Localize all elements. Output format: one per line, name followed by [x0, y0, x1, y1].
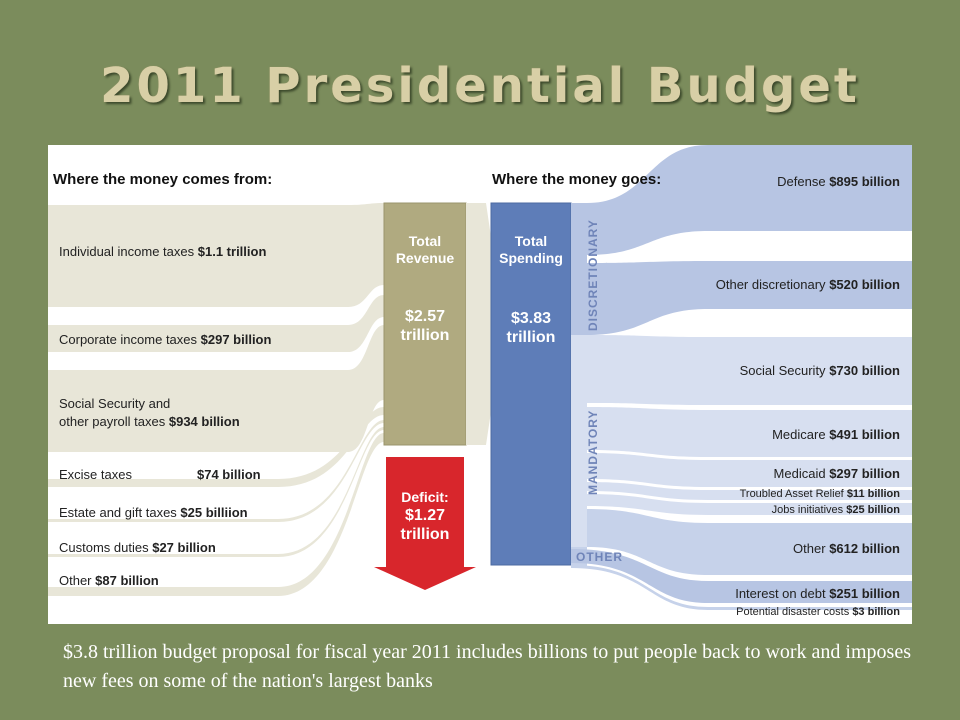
slide-title: 2011 Presidential Budget: [100, 58, 860, 114]
flow-disaster: [571, 565, 912, 610]
total-spending-label: Total Spending: [499, 233, 563, 266]
source-customs: Customs duties $27 billion: [59, 540, 216, 555]
use-medicare: Medicare $491 billion: [772, 427, 900, 442]
flow-tarp: [587, 482, 912, 500]
total-revenue-label: Total Revenue: [395, 233, 455, 266]
flow-social-security: [587, 335, 912, 405]
flow-other-spending: [587, 509, 912, 575]
flow-other-discretionary: [587, 261, 912, 335]
deficit-value: $1.27 trillion: [400, 507, 450, 543]
discretionary-band: [571, 203, 587, 335]
total-revenue-box: [383, 202, 467, 446]
use-disaster: Potential disaster costs $3 billion: [736, 606, 900, 618]
deficit-label: Deficit:: [401, 489, 449, 505]
use-defense: Defense $895 billion: [777, 174, 900, 189]
source-individual-income: Individual income taxes $1.1 trillion: [59, 244, 267, 259]
flow-interest: [571, 549, 912, 603]
group-other: OTHER: [576, 550, 623, 564]
flow-jobs: [587, 494, 912, 515]
flow-individual-income: [48, 203, 384, 307]
group-mandatory: MANDATORY: [586, 409, 600, 495]
group-discretionary: DISCRETIONARY: [586, 219, 600, 331]
use-interest: Interest on debt $251 billion: [735, 586, 900, 601]
total-revenue-value: $2.57 trillion: [400, 308, 450, 344]
source-other: Other $87 billion: [59, 573, 159, 588]
flow-defense: [587, 145, 912, 255]
flow-diagram: [48, 145, 912, 610]
flow-medicaid: [587, 453, 912, 487]
source-estate: Estate and gift taxes $25 billiion: [59, 505, 248, 520]
total-spending-box: [490, 202, 572, 566]
flow-medicare: [587, 407, 912, 457]
use-social-security: Social Security $730 billion: [739, 363, 900, 378]
source-corporate-income: Corporate income taxes $297 billion: [59, 332, 272, 347]
sources-header: Where the money comes from:: [53, 171, 273, 188]
mandatory-band: [571, 335, 587, 547]
source-payroll-line1: Social Security and: [59, 396, 171, 411]
source-excise-label: Excise taxes: [59, 467, 132, 482]
slide-caption: $3.8 trillion budget proposal for fiscal…: [63, 641, 911, 692]
flow-excise: [48, 407, 384, 487]
use-jobs: Jobs initiatives $25 billion: [771, 504, 900, 516]
source-excise-value: $74 billion: [197, 467, 261, 482]
flow-payroll: [48, 325, 384, 452]
use-other: Other $612 billion: [793, 541, 900, 556]
source-flows: [48, 203, 384, 596]
flow-corporate-income: [48, 295, 384, 352]
budget-infographic: Where the money comes from: Where the mo…: [48, 145, 912, 624]
use-medicaid: Medicaid $297 billion: [773, 466, 900, 481]
source-payroll-line2: other payroll taxes $934 billion: [59, 414, 240, 429]
total-spending-value: $3.83 trillion: [506, 310, 556, 346]
use-other-discretionary: Other discretionary $520 billion: [715, 277, 900, 292]
uses-header: Where the money goes:: [492, 171, 662, 188]
use-tarp: Troubled Asset Relief $11 billion: [739, 488, 900, 500]
deficit-arrow: [374, 457, 476, 590]
